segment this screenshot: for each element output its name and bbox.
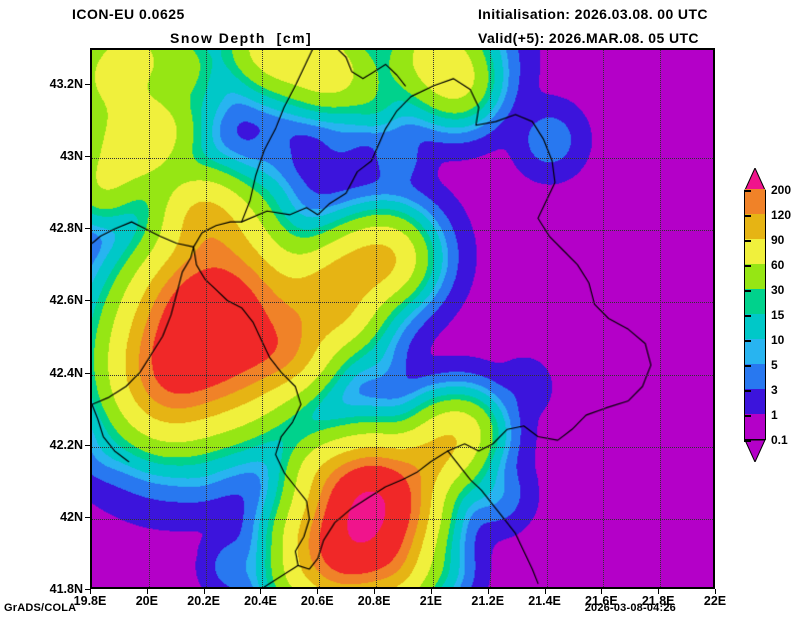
colorbar-tick: [744, 390, 751, 392]
y-axis-tick: [85, 156, 90, 158]
valid-time: Valid(+5): 2026.MAR.08. 05 UTC: [478, 30, 699, 46]
x-axis-tick: [203, 589, 205, 594]
colorbar-tick: [744, 340, 751, 342]
colorbar: 200 120 90 60 30 15 10 5 3 1 0.1: [744, 168, 791, 462]
x-axis-label: 21.2E: [471, 594, 505, 608]
y-axis-label: 42.2N: [49, 437, 83, 452]
x-axis-tick: [544, 589, 546, 594]
x-axis-label: 22E: [703, 594, 727, 608]
colorbar-segment: [745, 289, 765, 314]
colorbar-tick-label: 90: [771, 233, 785, 247]
y-axis-tick: [85, 84, 90, 86]
y-axis-tick: [85, 372, 90, 374]
x-axis-tick: [317, 589, 319, 594]
colorbar-tick-label: 1: [771, 408, 778, 422]
colorbar-tick-label: 120: [771, 208, 792, 222]
x-axis-label: 20E: [135, 594, 158, 608]
x-axis-tick: [146, 589, 148, 594]
colorbar-segment: [745, 314, 765, 339]
colorbar-tick-label: 60: [771, 258, 785, 272]
colorbar-tick-label: 3: [771, 383, 778, 397]
x-axis-label: 21E: [419, 594, 443, 608]
colorbar-tick-label: 30: [771, 283, 785, 297]
x-axis-label: 20.4E: [244, 594, 277, 608]
colorbar-under-arrow-icon: [744, 439, 766, 462]
colorbar-tick-label: 15: [771, 308, 785, 322]
y-axis-label: 42N: [60, 509, 83, 524]
map-plot-area: [90, 48, 715, 589]
x-axis-label: 20.6E: [300, 594, 334, 608]
colorbar-segment: [745, 214, 765, 239]
snow-depth-raster: [92, 50, 713, 587]
x-axis-tick: [430, 589, 432, 594]
colorbar-tick-label: 200: [771, 183, 792, 197]
x-axis-tick: [658, 589, 660, 594]
colorbar-segment: [745, 339, 765, 364]
y-axis-tick: [85, 516, 90, 518]
colorbar-tick: [744, 190, 751, 192]
colorbar-segment: [745, 189, 765, 214]
y-axis-tick: [85, 228, 90, 230]
model-title: ICON-EU 0.0625: [72, 6, 185, 22]
x-axis-label: 20.2E: [187, 594, 220, 608]
colorbar-tick: [744, 440, 751, 442]
x-axis-tick: [260, 589, 262, 594]
footer-timestamp: 2026-03-08-04:26: [584, 602, 676, 614]
x-axis-tick: [90, 589, 91, 594]
y-axis-label: 43N: [60, 149, 83, 164]
colorbar-segment: [745, 414, 765, 439]
y-axis-label: 42.8N: [49, 221, 83, 236]
y-axis-label: 41.8N: [49, 582, 83, 596]
colorbar-segment: [745, 389, 765, 414]
x-axis-tick: [715, 589, 716, 594]
x-axis-tick: [487, 589, 489, 594]
y-axis-tick: [85, 300, 90, 302]
x-axis-label: 20.8E: [357, 594, 391, 608]
footer-credit: GrADS/COLA: [4, 602, 77, 614]
x-axis-label: 19.8E: [73, 594, 107, 608]
colorbar-tick: [744, 240, 751, 242]
colorbar-segment: [745, 364, 765, 389]
colorbar-over-arrow-icon: [744, 168, 766, 191]
colorbar-tick-label: 10: [771, 333, 785, 347]
x-axis-tick: [374, 589, 376, 594]
colorbar-tick: [744, 290, 751, 292]
y-axis-tick: [85, 444, 90, 446]
x-axis-tick: [601, 589, 603, 594]
colorbar-tick: [744, 215, 751, 217]
colorbar-tick: [744, 315, 751, 317]
x-axis-label: 21.4E: [528, 594, 561, 608]
colorbar-tick-label: 5: [771, 358, 778, 372]
y-axis-label: 43.2N: [49, 77, 83, 92]
initialisation-time: Initialisation: 2026.03.08. 00 UTC: [478, 6, 708, 22]
y-axis-tick: [85, 589, 90, 590]
colorbar-tick: [744, 265, 751, 267]
colorbar-segment: [745, 239, 765, 264]
y-axis-label: 42.6N: [49, 293, 83, 308]
colorbar-segment: [745, 264, 765, 289]
x-axis-label: 21.8E: [641, 594, 675, 608]
colorbar-tick: [744, 365, 751, 367]
colorbar-tick-label: 0.1: [771, 433, 788, 447]
field-title: Snow Depth [cm]: [170, 30, 313, 46]
colorbar-tick: [744, 415, 751, 417]
y-axis-label: 42.4N: [49, 365, 83, 380]
x-axis-label: 21.6E: [585, 594, 618, 608]
